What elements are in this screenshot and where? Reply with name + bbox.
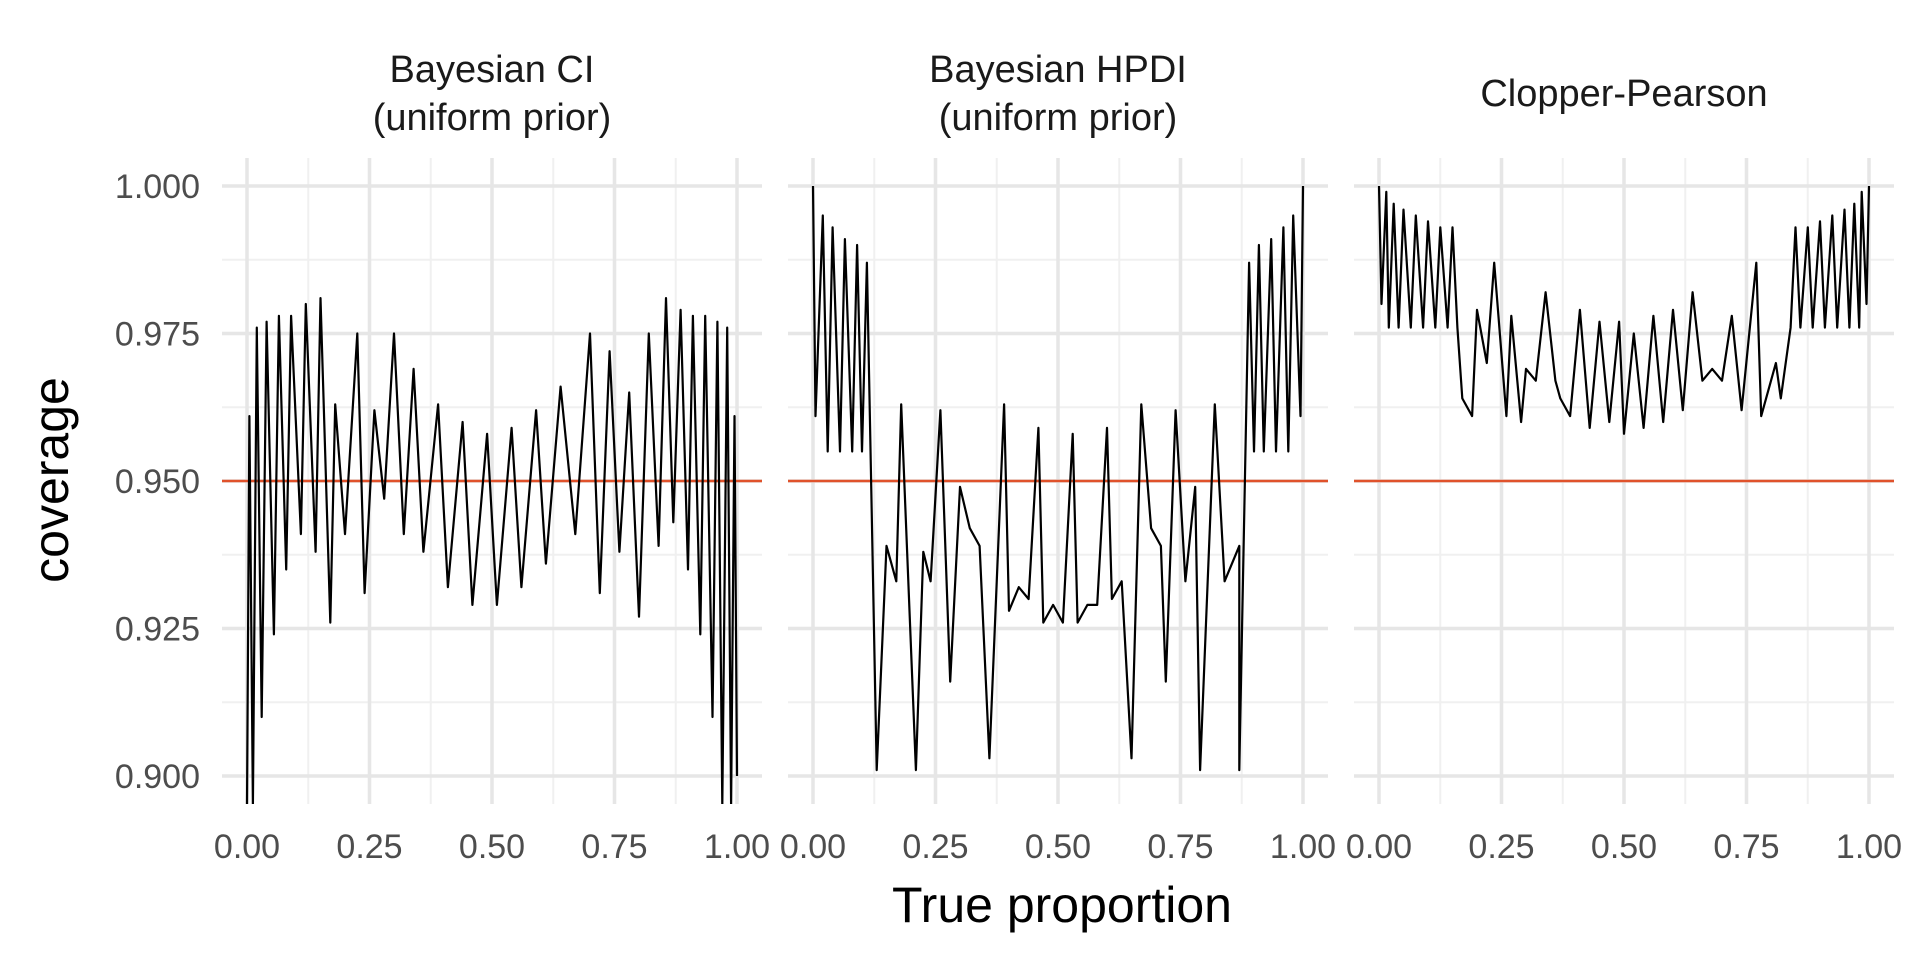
x-axis-title: True proportion [892, 877, 1232, 933]
labels: True proportion coverage 0.900 0.925 0.950… [23, 49, 1902, 933]
x-tick-label: 0.75 [581, 828, 647, 866]
coverage-line-panel-1 [245, 297, 739, 804]
x-tick-label: 0.00 [780, 828, 846, 866]
x-tick-label: 0.00 [214, 828, 280, 866]
x-tick-label: 0.25 [902, 828, 968, 866]
panel-title: Clopper-Pearson [1480, 73, 1767, 115]
y-tick-label: 0.900 [115, 758, 200, 796]
x-tick-label: 0.50 [1025, 828, 1091, 866]
x-tick-label: 0.75 [1147, 828, 1213, 866]
panel-title: Bayesian HPDI [929, 49, 1187, 91]
coverage-line-panel-2 [811, 185, 1305, 772]
x-tick-label: 0.25 [1468, 828, 1534, 866]
x-tick-label: 1.00 [1836, 828, 1902, 866]
y-axis-title: coverage [23, 377, 79, 583]
panel-title: (uniform prior) [939, 97, 1178, 139]
series-lines [245, 185, 1871, 804]
panel-title: (uniform prior) [373, 97, 612, 139]
y-tick-label: 0.975 [115, 316, 200, 354]
x-tick-label: 1.00 [704, 828, 770, 866]
x-tick-label: 0.75 [1713, 828, 1779, 866]
x-tick-label: 0.50 [459, 828, 525, 866]
x-tick-label: 1.00 [1270, 828, 1336, 866]
panel-title: Bayesian CI [390, 49, 595, 91]
y-tick-label: 1.000 [115, 168, 200, 206]
x-tick-label: 0.00 [1346, 828, 1412, 866]
coverage-line-panel-3 [1377, 185, 1871, 435]
y-tick-label: 0.950 [115, 463, 200, 501]
y-tick-label: 0.925 [115, 611, 200, 649]
x-tick-label: 0.50 [1591, 828, 1657, 866]
x-tick-label: 0.25 [336, 828, 402, 866]
